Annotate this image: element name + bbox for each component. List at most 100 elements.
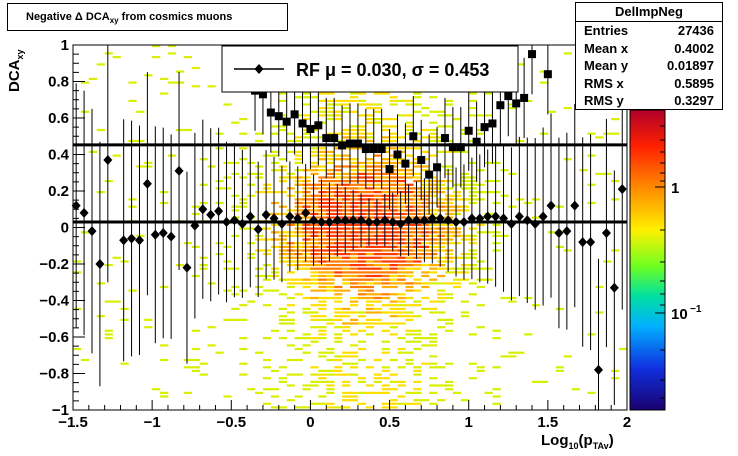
mean-point	[451, 217, 461, 228]
x-tick-label: −1	[144, 414, 161, 431]
stats-label: Mean y	[584, 58, 629, 73]
x-tick-label: 0.5	[379, 414, 400, 431]
mean-point	[356, 215, 366, 226]
mean-point	[198, 204, 208, 215]
mean-point	[253, 224, 263, 235]
stats-value: 27436	[677, 23, 714, 38]
sigma-point	[417, 155, 426, 164]
chart-title: Negative Δ DCAxy from cosmics muons	[7, 3, 288, 31]
mean-point	[206, 209, 216, 220]
y-axis-label: DCAxy	[6, 49, 25, 92]
mean-point	[119, 235, 129, 246]
mean-point	[435, 213, 445, 224]
stats-value: 0.4002	[674, 40, 714, 56]
sigma-point	[369, 145, 378, 154]
mean-point	[396, 218, 406, 229]
y-label-sub: xy	[15, 49, 25, 60]
mean-point	[214, 206, 224, 217]
mean-point	[150, 229, 160, 240]
mean-point	[522, 215, 532, 226]
mean-point	[554, 227, 564, 238]
mean-point	[530, 218, 540, 229]
stats-label: RMS x	[584, 75, 624, 91]
mean-point	[459, 217, 469, 228]
x-tick-label: 1.5	[537, 414, 558, 431]
mean-point	[317, 217, 327, 228]
stats-row: RMS y 0.3297	[576, 92, 722, 110]
stats-row: Mean y 0.01897	[576, 57, 722, 75]
x-tick-label: 0	[306, 414, 314, 431]
sigma-point	[472, 137, 481, 146]
data-markers	[71, 50, 627, 375]
sigma-point	[258, 90, 267, 99]
mean-point	[134, 235, 144, 246]
mean-point	[388, 217, 398, 228]
sigma-point	[346, 139, 354, 148]
mean-point	[158, 227, 168, 238]
mean-point	[269, 213, 279, 224]
mean-point	[348, 215, 358, 226]
mean-point	[190, 220, 200, 231]
mean-point	[364, 217, 374, 228]
colorbar	[630, 110, 665, 410]
y-tick-label: 0	[61, 220, 69, 237]
mean-point	[443, 215, 453, 226]
mean-point	[499, 213, 509, 224]
mean-point	[245, 211, 255, 222]
stats-row: RMS x 0.5895	[576, 75, 722, 93]
x-label-sub: 10	[568, 441, 579, 451]
x-label-paren: (p	[578, 432, 593, 449]
mean-point	[601, 227, 611, 238]
title-rest: from cosmics muons	[121, 11, 233, 23]
sigma-point	[488, 119, 497, 128]
y-label-main: DCA	[6, 59, 23, 93]
mean-point	[562, 226, 572, 237]
mean-point	[467, 213, 477, 224]
mean-point	[506, 218, 516, 229]
mean-point	[546, 200, 556, 211]
title-main: Negative Δ DCA	[26, 11, 110, 23]
mean-point	[95, 259, 105, 269]
colorbar-tick-label: 10	[671, 306, 688, 323]
colorbar-tick-exponent: −1	[690, 304, 702, 315]
y-tick-label: −0.8	[39, 366, 69, 383]
mean-point	[222, 217, 232, 228]
x-label-main: Log	[541, 432, 569, 449]
stats-box-name: DelImpNeg	[576, 3, 722, 22]
sigma-point	[440, 134, 449, 143]
colorbar-ticks: 1 10 −1	[655, 125, 702, 399]
mean-point	[79, 207, 89, 218]
y-tick-label: −0.4	[39, 293, 69, 310]
sigma-point	[464, 126, 473, 135]
sigma-point	[322, 134, 331, 143]
x-label-close: )	[608, 432, 614, 449]
sigma-point	[314, 121, 323, 130]
mean-point	[617, 184, 627, 195]
colorbar-frame	[629, 109, 666, 411]
mean-point	[340, 215, 350, 226]
sigma-point	[543, 70, 552, 79]
mean-point	[142, 178, 152, 189]
sigma-point	[456, 143, 465, 152]
mean-point	[570, 200, 580, 211]
stats-box: DelImpNeg Entries 27436 Mean x 0.4002 Mean y…	[575, 2, 723, 110]
sigma-point	[353, 139, 362, 148]
y-tick-label: 0.4	[48, 147, 70, 164]
sigma-point	[282, 117, 291, 126]
sigma-point	[338, 141, 347, 150]
sigma-point	[504, 92, 513, 101]
stats-rows: Entries 27436 Mean x 0.4002 Mean y 0.01897 RMS…	[576, 22, 722, 110]
mean-point	[182, 262, 192, 273]
sigma-point	[266, 108, 275, 117]
x-tick-label: 2	[623, 414, 631, 431]
sigma-point	[393, 150, 402, 159]
y-tick-label: 0.2	[48, 183, 69, 200]
mean-point	[514, 211, 524, 222]
density-heatmap	[73, 45, 628, 409]
sigma-point	[520, 93, 529, 102]
mean-point	[174, 165, 184, 176]
mean-point	[277, 218, 287, 229]
y-tick-label: 0.6	[48, 110, 69, 127]
sigma-point	[409, 132, 418, 141]
